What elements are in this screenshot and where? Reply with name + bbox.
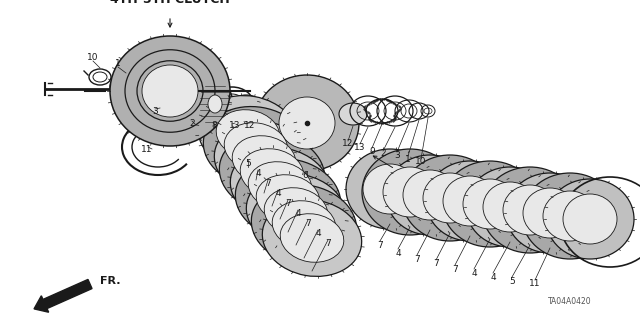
Ellipse shape xyxy=(426,161,514,241)
Text: 11: 11 xyxy=(141,145,153,153)
Ellipse shape xyxy=(506,173,594,253)
Ellipse shape xyxy=(252,185,356,265)
Ellipse shape xyxy=(563,194,617,244)
Text: 4TH-5TH CLUTCH: 4TH-5TH CLUTCH xyxy=(110,0,230,6)
FancyArrow shape xyxy=(34,279,92,312)
Text: 2: 2 xyxy=(380,150,386,159)
Text: 13: 13 xyxy=(355,143,365,152)
Ellipse shape xyxy=(208,95,222,113)
Text: 11: 11 xyxy=(529,279,541,288)
Ellipse shape xyxy=(224,123,288,171)
Ellipse shape xyxy=(346,149,434,229)
Ellipse shape xyxy=(279,97,335,149)
Ellipse shape xyxy=(198,96,298,172)
Ellipse shape xyxy=(482,167,578,253)
Text: 7: 7 xyxy=(265,180,271,189)
Text: 8: 8 xyxy=(211,122,217,130)
Ellipse shape xyxy=(142,65,198,117)
Ellipse shape xyxy=(232,136,296,184)
Ellipse shape xyxy=(383,167,437,217)
Text: 6: 6 xyxy=(302,172,308,181)
Ellipse shape xyxy=(230,148,330,225)
Text: 4: 4 xyxy=(315,229,321,239)
Ellipse shape xyxy=(403,170,457,220)
Ellipse shape xyxy=(523,188,577,238)
Text: 3: 3 xyxy=(394,151,400,160)
Text: FR.: FR. xyxy=(100,276,120,286)
Ellipse shape xyxy=(362,149,458,235)
Ellipse shape xyxy=(386,155,474,235)
Ellipse shape xyxy=(236,159,340,240)
Text: 4: 4 xyxy=(490,272,496,281)
Ellipse shape xyxy=(248,162,312,210)
Text: 4: 4 xyxy=(275,189,281,198)
Ellipse shape xyxy=(363,164,417,214)
Text: 4: 4 xyxy=(295,210,301,219)
Ellipse shape xyxy=(280,214,344,262)
Text: 7: 7 xyxy=(305,219,311,228)
Ellipse shape xyxy=(423,173,477,223)
Text: 7: 7 xyxy=(452,264,458,273)
Text: 5: 5 xyxy=(245,160,251,168)
Text: 12: 12 xyxy=(342,139,354,149)
Text: 4: 4 xyxy=(471,269,477,278)
Ellipse shape xyxy=(214,122,314,198)
Text: 10: 10 xyxy=(87,53,99,62)
Ellipse shape xyxy=(402,155,498,241)
Ellipse shape xyxy=(256,175,320,223)
Ellipse shape xyxy=(272,201,336,249)
Ellipse shape xyxy=(503,185,557,235)
Text: 4: 4 xyxy=(395,249,401,257)
Ellipse shape xyxy=(264,188,328,236)
Text: 1: 1 xyxy=(115,60,121,69)
Ellipse shape xyxy=(262,200,362,277)
Ellipse shape xyxy=(255,75,359,171)
Ellipse shape xyxy=(543,191,597,241)
Text: 2: 2 xyxy=(189,120,195,129)
Ellipse shape xyxy=(339,103,367,125)
Ellipse shape xyxy=(240,149,304,197)
Text: 10: 10 xyxy=(415,158,427,167)
Text: 7: 7 xyxy=(285,199,291,209)
Ellipse shape xyxy=(197,81,233,127)
Ellipse shape xyxy=(204,107,308,188)
Text: 5: 5 xyxy=(509,277,515,286)
Ellipse shape xyxy=(443,176,497,226)
Text: 9: 9 xyxy=(369,146,375,155)
Ellipse shape xyxy=(216,110,280,158)
Text: 7: 7 xyxy=(433,259,439,269)
Text: 13: 13 xyxy=(229,122,241,130)
Ellipse shape xyxy=(246,174,346,250)
Text: 1: 1 xyxy=(405,154,411,164)
Text: TA04A0420: TA04A0420 xyxy=(548,296,592,306)
Text: 7: 7 xyxy=(377,241,383,249)
Ellipse shape xyxy=(220,133,324,213)
Text: 7: 7 xyxy=(325,240,331,249)
Text: 4: 4 xyxy=(255,169,261,179)
Text: 3: 3 xyxy=(152,108,158,116)
Text: 7: 7 xyxy=(414,255,420,263)
Ellipse shape xyxy=(463,179,517,229)
Ellipse shape xyxy=(466,167,554,247)
Text: 12: 12 xyxy=(244,121,256,130)
Ellipse shape xyxy=(522,173,618,259)
Ellipse shape xyxy=(483,182,537,232)
Ellipse shape xyxy=(546,179,634,259)
Ellipse shape xyxy=(110,36,230,146)
Ellipse shape xyxy=(442,161,538,247)
